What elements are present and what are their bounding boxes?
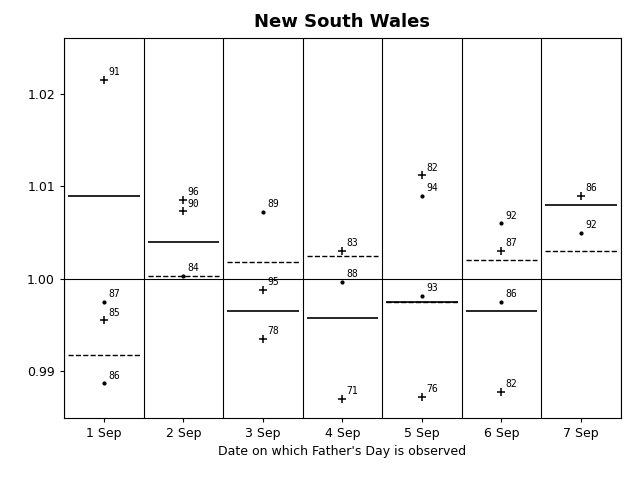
- Text: 83: 83: [347, 239, 358, 248]
- Text: 95: 95: [267, 277, 279, 287]
- Title: New South Wales: New South Wales: [254, 13, 430, 31]
- Text: 93: 93: [426, 283, 438, 293]
- Text: 82: 82: [506, 379, 517, 389]
- Text: 87: 87: [108, 289, 120, 299]
- Text: 92: 92: [506, 211, 517, 221]
- Text: 86: 86: [506, 289, 517, 299]
- Text: 87: 87: [506, 239, 517, 248]
- Text: 76: 76: [426, 384, 438, 395]
- Text: 96: 96: [188, 188, 199, 197]
- X-axis label: Date on which Father's Day is observed: Date on which Father's Day is observed: [218, 445, 467, 458]
- Text: 86: 86: [585, 183, 597, 193]
- Text: 86: 86: [108, 371, 120, 381]
- Text: 91: 91: [108, 67, 120, 77]
- Text: 92: 92: [585, 220, 597, 230]
- Text: 90: 90: [188, 199, 199, 209]
- Text: 85: 85: [108, 308, 120, 318]
- Text: 84: 84: [188, 264, 199, 273]
- Text: 89: 89: [267, 200, 279, 209]
- Text: 78: 78: [267, 326, 279, 336]
- Text: 71: 71: [347, 386, 358, 396]
- Text: 88: 88: [347, 269, 358, 279]
- Text: 82: 82: [426, 163, 438, 172]
- Text: 94: 94: [426, 183, 438, 193]
